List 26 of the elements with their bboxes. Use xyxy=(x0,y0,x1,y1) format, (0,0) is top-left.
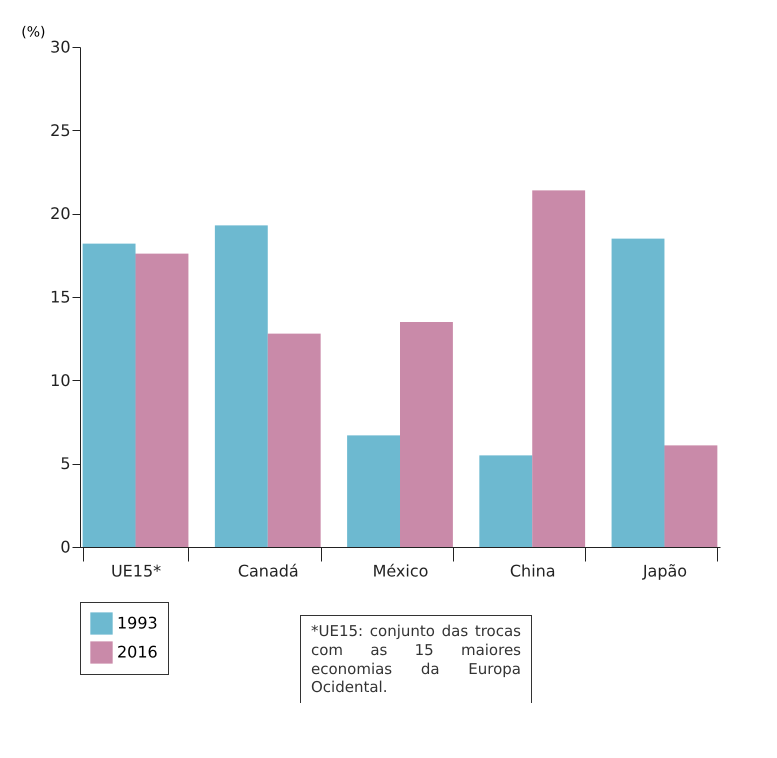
y-axis-title: (%) xyxy=(21,24,46,40)
y-tick-label: 30 xyxy=(50,38,70,56)
y-tick-label: 5 xyxy=(60,454,70,474)
x-tick-label: China xyxy=(510,562,556,580)
bar xyxy=(664,445,718,547)
bar xyxy=(136,254,188,547)
bar xyxy=(82,244,136,547)
x-tick-label: México xyxy=(372,562,428,580)
bar xyxy=(214,225,268,547)
x-tick-label: Canadá xyxy=(238,562,299,580)
y-tick-label: 10 xyxy=(50,370,70,390)
legend-label: 2016 xyxy=(117,642,158,662)
bar xyxy=(268,334,321,547)
legend-label: 1993 xyxy=(117,614,158,632)
bar xyxy=(612,238,664,547)
bar xyxy=(347,435,400,547)
bar xyxy=(479,455,532,547)
x-tick-label: UE15* xyxy=(110,562,162,580)
y-tick-label: 0 xyxy=(60,538,70,556)
x-tick-label: Japão xyxy=(642,562,688,580)
bar xyxy=(400,322,453,547)
text: *UE15: conjunto das trocas com as 15 maiores economias da Europa Ocidental. xyxy=(300,615,532,703)
y-tick-label: 15 xyxy=(50,288,70,306)
y-tick-label: 20 xyxy=(50,204,70,224)
y-tick-label: 25 xyxy=(50,120,70,140)
bar xyxy=(532,190,586,547)
